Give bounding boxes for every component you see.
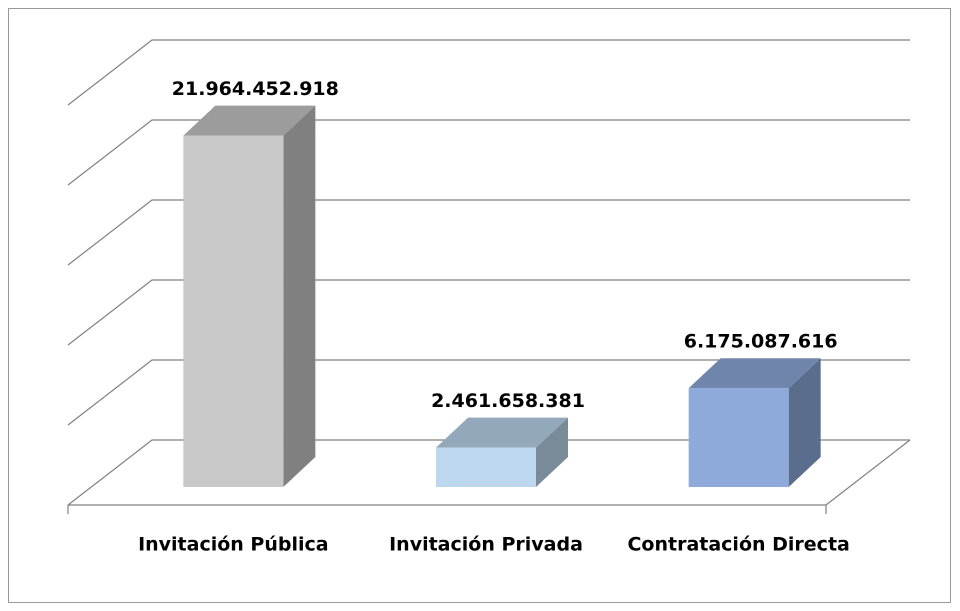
x-tick-label: Invitación Pública xyxy=(138,534,329,556)
x-tick-label: Invitación Privada xyxy=(389,534,583,556)
data-label: 6.175.087.616 xyxy=(684,331,838,353)
data-label: 21.964.452.918 xyxy=(172,78,339,100)
bar-top xyxy=(436,417,568,448)
bar-top xyxy=(688,358,821,389)
bar-side xyxy=(283,105,316,487)
bar-side xyxy=(536,417,568,487)
bar xyxy=(688,388,789,487)
x-tick-label: Contratación Directa xyxy=(627,534,849,556)
grid-line xyxy=(67,439,910,506)
bar xyxy=(436,447,536,487)
grid-line xyxy=(67,39,910,106)
grid-line xyxy=(67,359,910,426)
grid-line xyxy=(67,119,910,186)
grid-line xyxy=(67,199,910,266)
data-label: 2.461.658.381 xyxy=(431,390,585,412)
grid-line xyxy=(67,279,910,346)
bar xyxy=(183,135,284,487)
bar-top xyxy=(183,105,316,136)
chart-border xyxy=(8,8,951,603)
bar-side xyxy=(788,358,821,487)
